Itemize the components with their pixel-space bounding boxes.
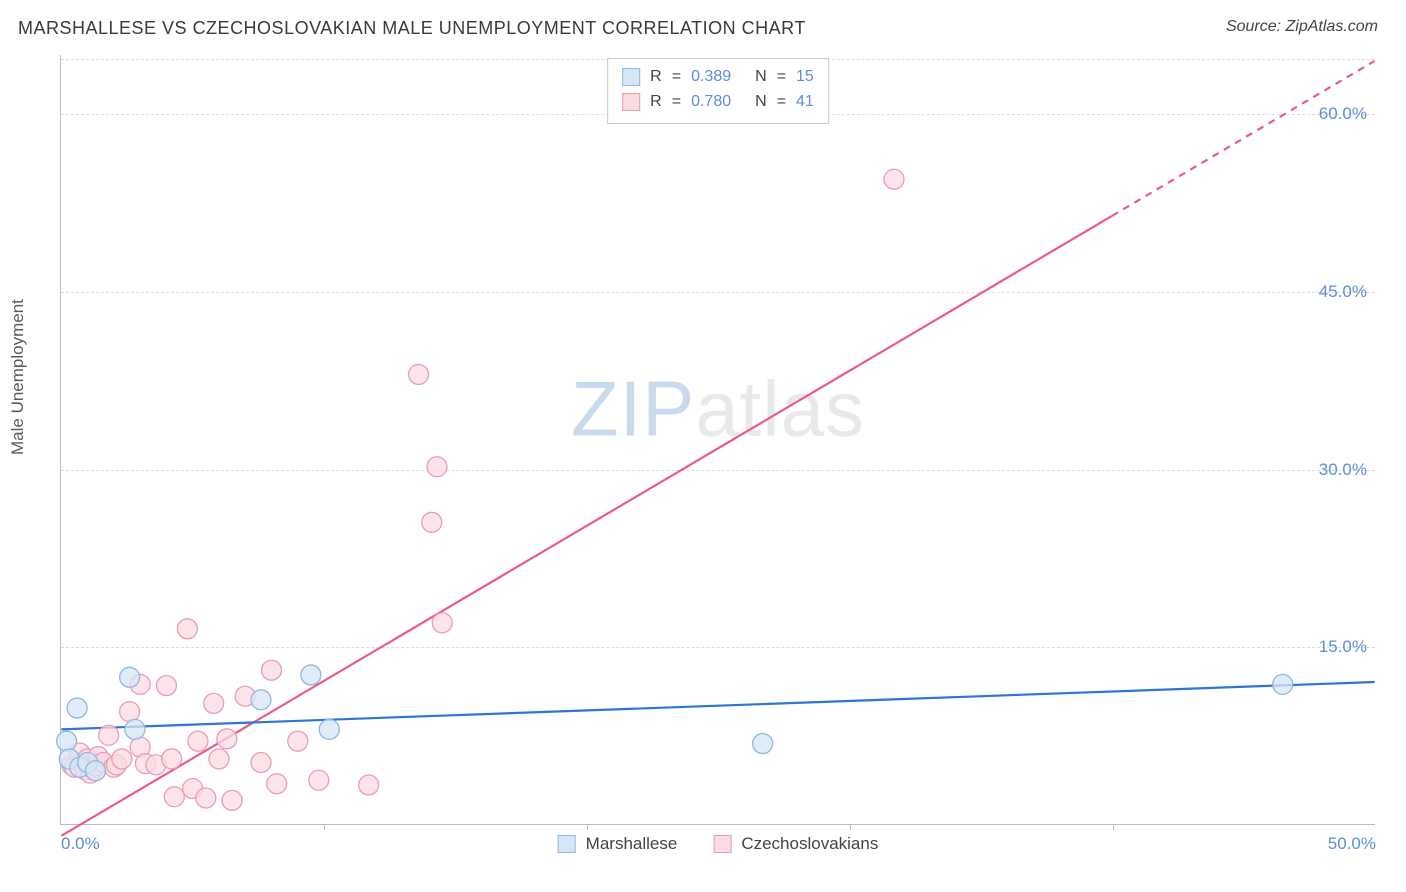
legend-swatch-czech: [713, 835, 731, 853]
y-tick-label: 30.0%: [1319, 460, 1367, 480]
stat-eq: =: [672, 65, 681, 90]
x-tick-mark: [587, 824, 588, 830]
stat-eq: =: [672, 90, 681, 115]
x-tick-mark: [324, 824, 325, 830]
swatch-marshallese: [622, 68, 640, 86]
stat-label-r: R: [650, 65, 662, 90]
chart-title: MARSHALLESE VS CZECHOSLOVAKIAN MALE UNEM…: [18, 18, 806, 39]
x-tick-mark: [850, 824, 851, 830]
x-tick-label: 50.0%: [1328, 834, 1376, 854]
y-tick-label: 45.0%: [1319, 282, 1367, 302]
stat-eq: =: [777, 90, 786, 115]
stat-r-value-0: 0.389: [691, 65, 731, 90]
stat-label-r: R: [650, 90, 662, 115]
legend: Marshallese Czechoslovakians: [558, 834, 879, 854]
statbox-row-czech: R = 0.780 N = 41: [622, 90, 814, 115]
stat-eq: =: [777, 65, 786, 90]
legend-item-czech: Czechoslovakians: [713, 834, 878, 854]
y-axis-label: Male Unemployment: [8, 299, 28, 455]
plot-area: ZIPatlas R = 0.389 N = 15 R = 0.780 N = …: [60, 55, 1375, 825]
stat-label-n: N: [755, 65, 767, 90]
stat-n-value-0: 15: [796, 65, 814, 90]
x-tick-label: 0.0%: [61, 834, 100, 854]
y-tick-label: 15.0%: [1319, 637, 1367, 657]
stat-r-value-1: 0.780: [691, 90, 731, 115]
x-tick-mark: [1113, 824, 1114, 830]
stat-label-n: N: [755, 90, 767, 115]
y-tick-label: 60.0%: [1319, 104, 1367, 124]
chart-container: Male Unemployment ZIPatlas R = 0.389 N =…: [0, 55, 1406, 885]
legend-item-marshallese: Marshallese: [558, 834, 678, 854]
correlation-statbox: R = 0.389 N = 15 R = 0.780 N = 41: [607, 58, 829, 124]
source-attribution: Source: ZipAtlas.com: [1226, 18, 1378, 36]
swatch-czech: [622, 93, 640, 111]
plot-svg: [61, 55, 1375, 824]
legend-swatch-marshallese: [558, 835, 576, 853]
legend-label-marshallese: Marshallese: [586, 834, 678, 854]
stat-n-value-1: 41: [796, 90, 814, 115]
statbox-row-marshallese: R = 0.389 N = 15: [622, 65, 814, 90]
legend-label-czech: Czechoslovakians: [741, 834, 878, 854]
